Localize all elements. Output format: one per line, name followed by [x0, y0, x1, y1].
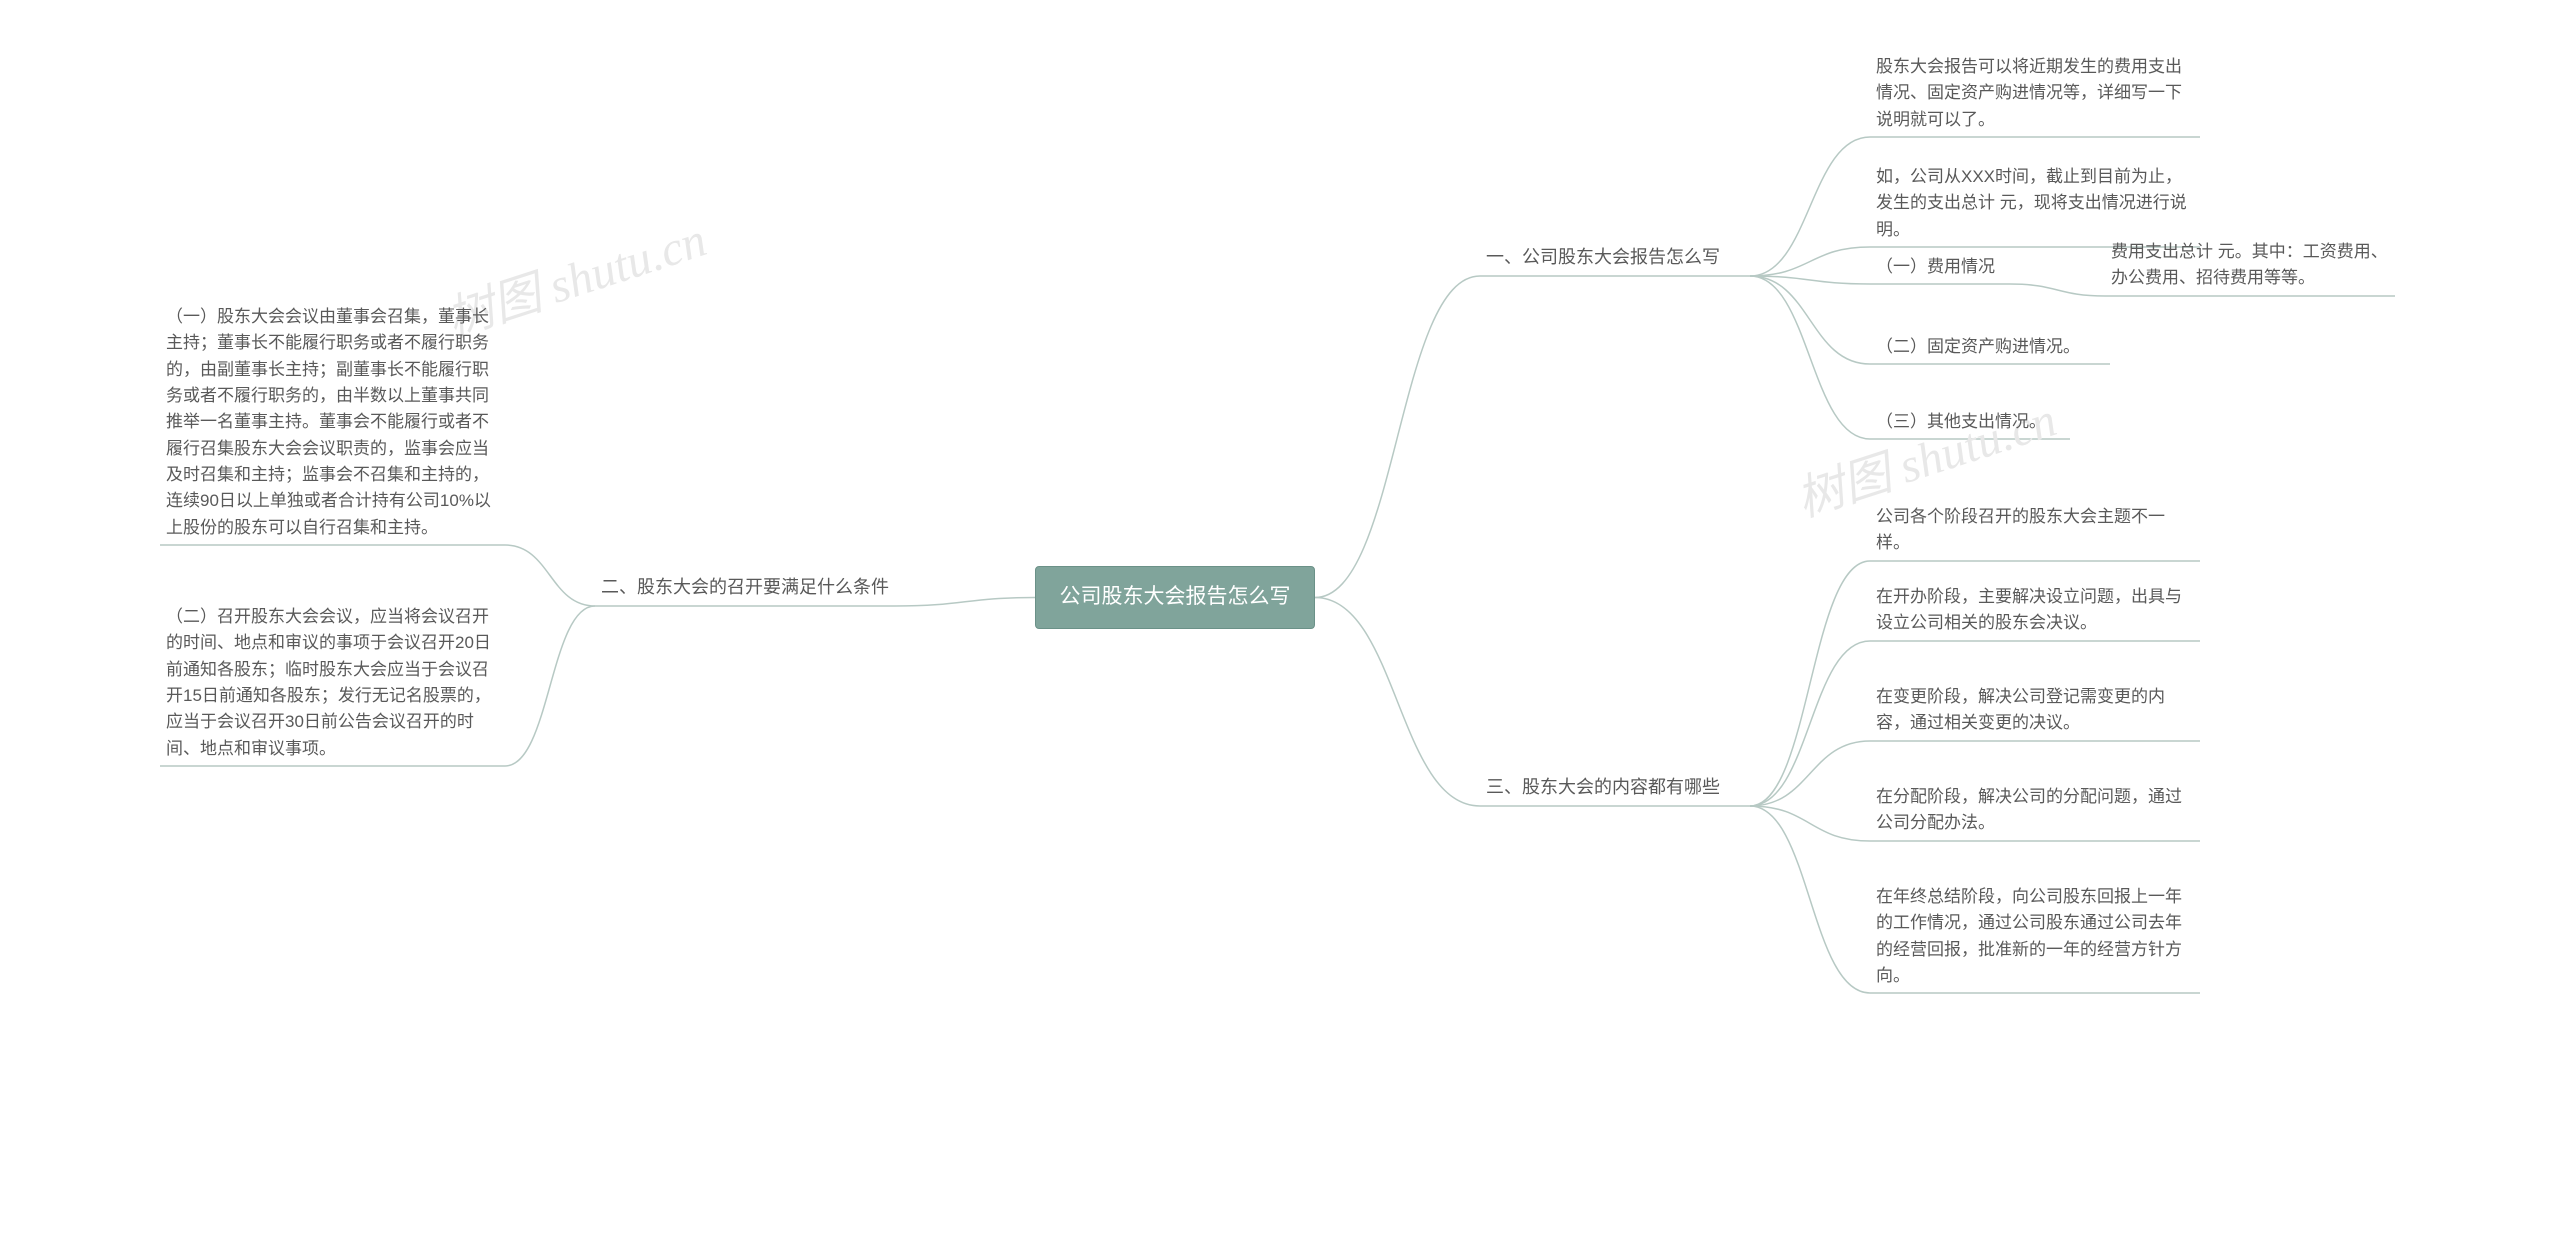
root-node: 公司股东大会报告怎么写: [1035, 566, 1315, 629]
leaf-1-2: （一）费用情况: [1870, 250, 2010, 284]
mindmap-canvas: 树图 shutu.cn 树图 shutu.cn 公司股东大会报告怎么写 一、公司…: [0, 0, 2560, 1249]
branch-section-2: 二、股东大会的召开要满足什么条件: [595, 570, 895, 606]
leaf-3-3: 在分配阶段，解决公司的分配问题，通过公司分配办法。: [1870, 780, 2200, 841]
leaf-1-2-0: 费用支出总计 元。其中：工资费用、办公费用、招待费用等等。: [2105, 235, 2395, 296]
leaf-3-1: 在开办阶段，主要解决设立问题，出具与设立公司相关的股东会决议。: [1870, 580, 2200, 641]
leaf-2-0: （一）股东大会会议由董事会召集，董事长主持；董事长不能履行职务或者不履行职务的，…: [160, 300, 505, 545]
leaf-2-1: （二）召开股东大会会议，应当将会议召开的时间、地点和审议的事项于会议召开20日前…: [160, 600, 505, 766]
leaf-1-1: 如，公司从XXX时间，截止到目前为止，发生的支出总计 元，现将支出情况进行说明。: [1870, 160, 2200, 247]
branch-section-1: 一、公司股东大会报告怎么写: [1480, 240, 1750, 276]
leaf-3-4: 在年终总结阶段，向公司股东回报上一年的工作情况，通过公司股东通过公司去年的经营回…: [1870, 880, 2200, 993]
leaf-3-2: 在变更阶段，解决公司登记需变更的内容，通过相关变更的决议。: [1870, 680, 2200, 741]
leaf-1-4: （三）其他支出情况。: [1870, 405, 2070, 439]
branch-section-3: 三、股东大会的内容都有哪些: [1480, 770, 1750, 806]
leaf-1-3: （二）固定资产购进情况。: [1870, 330, 2110, 364]
leaf-1-0: 股东大会报告可以将近期发生的费用支出情况、固定资产购进情况等，详细写一下说明就可…: [1870, 50, 2200, 137]
leaf-3-0: 公司各个阶段召开的股东大会主题不一样。: [1870, 500, 2200, 561]
